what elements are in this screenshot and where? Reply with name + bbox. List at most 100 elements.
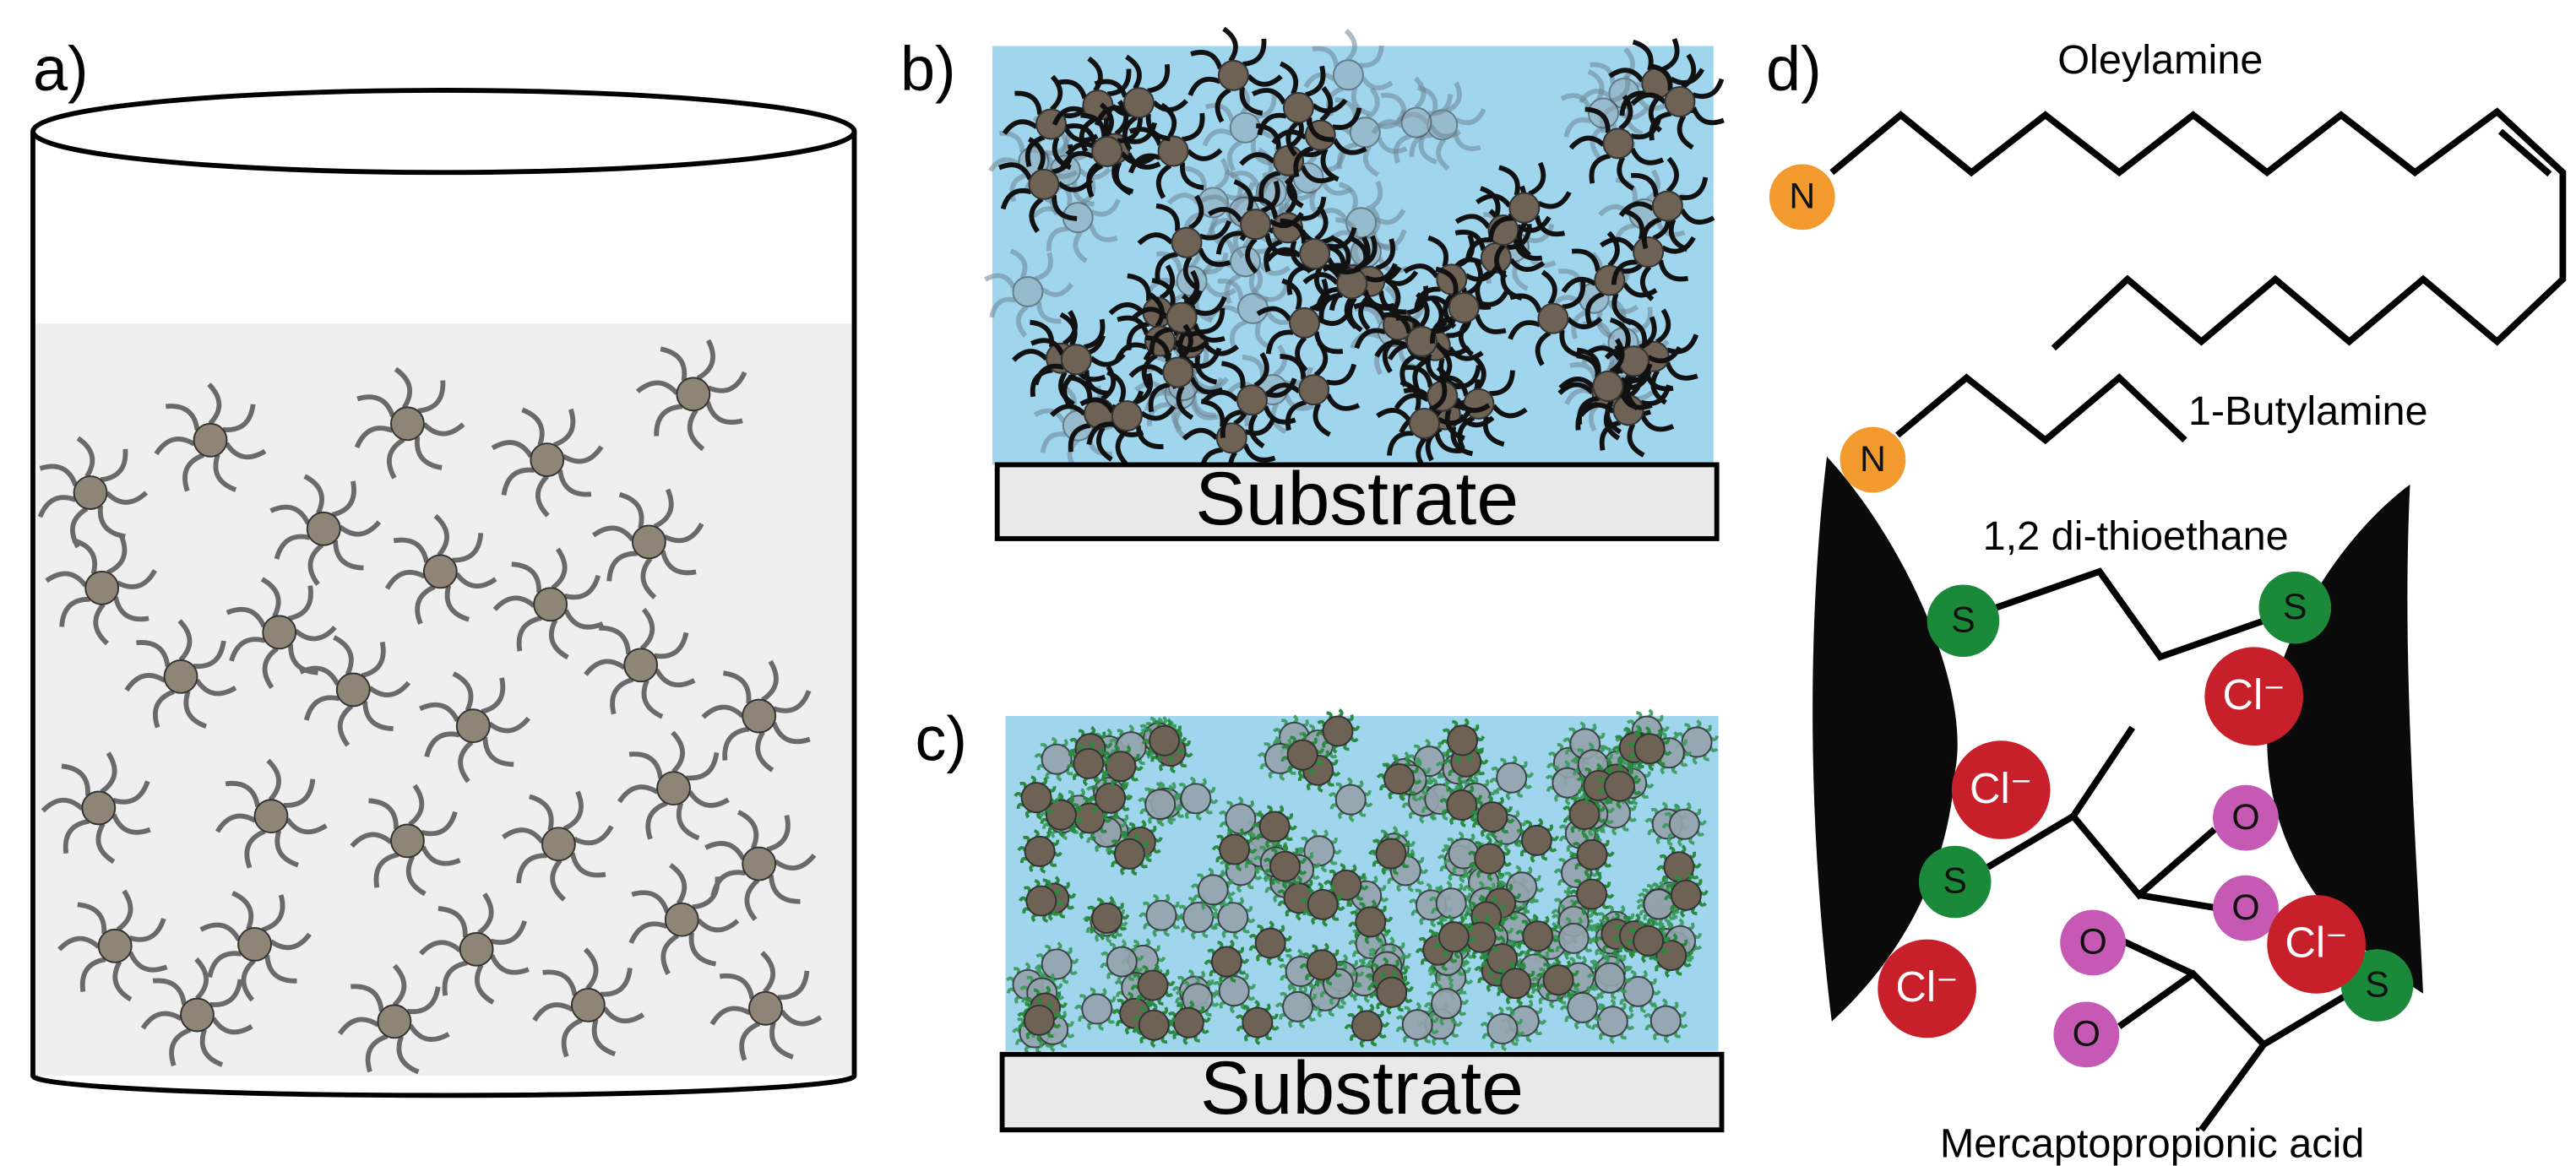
dithioethane-chain — [1996, 572, 2264, 657]
molecule-name: 1,2 di-thioethane — [1983, 513, 2289, 559]
particle-core — [1544, 965, 1573, 995]
particle-core — [1107, 947, 1137, 977]
particle-core — [1241, 209, 1270, 239]
particle-core — [1336, 785, 1366, 815]
molecule-name: Mercaptopropionic acid — [1940, 1121, 2365, 1166]
atom-label: Cl⁻ — [2285, 919, 2347, 967]
panel-label: a) — [33, 34, 89, 104]
particle-core — [1256, 929, 1285, 958]
particle-core — [391, 407, 424, 440]
liquid — [33, 323, 855, 1076]
molecule-name: 1-Butylamine — [2188, 388, 2428, 434]
particle-core — [1432, 989, 1461, 1018]
particle-core — [1022, 783, 1052, 812]
particle-core — [1171, 228, 1201, 258]
particle-core — [1139, 1011, 1169, 1040]
particle-core — [1025, 837, 1055, 866]
particle-core — [1270, 852, 1300, 881]
particle-core — [74, 476, 107, 509]
particle-core — [1300, 239, 1329, 268]
particle-core — [666, 903, 698, 936]
particle-core — [1042, 949, 1072, 979]
particle-core — [1124, 88, 1154, 117]
panel-label: c) — [915, 704, 967, 774]
particle-core — [1352, 1011, 1382, 1040]
particle-core — [1026, 887, 1056, 916]
particle-core — [1598, 1006, 1628, 1036]
particle-core — [337, 673, 370, 706]
particle-core — [1024, 1006, 1054, 1035]
particle-core — [1568, 993, 1597, 1022]
particle-core — [1603, 128, 1633, 158]
particle-core — [1671, 881, 1701, 910]
particle-core — [263, 616, 296, 648]
particle-core — [1212, 947, 1242, 977]
mpa-chain — [2073, 816, 2215, 895]
particle-core — [1046, 800, 1076, 830]
particle-core — [1073, 749, 1103, 778]
particle-core — [1595, 963, 1624, 993]
particle-core — [657, 772, 690, 805]
particle-core — [1307, 950, 1337, 979]
particle-core — [1578, 840, 1607, 870]
particle-core — [1198, 875, 1228, 904]
substrate-label: Substrate — [1195, 456, 1519, 540]
particle-core — [1402, 108, 1432, 138]
particle-core — [1062, 344, 1091, 374]
particle-core — [1231, 113, 1260, 143]
particle-core — [1115, 839, 1144, 869]
mpa-chain — [2139, 895, 2218, 908]
mpa-chain — [2119, 940, 2193, 974]
particle-core — [1509, 193, 1539, 223]
nanocrystal-surface — [1812, 457, 1958, 1022]
particle-core — [99, 930, 132, 963]
particle-core — [85, 572, 118, 605]
particle-core — [1449, 293, 1479, 323]
particle-core — [457, 709, 490, 742]
particle-core — [1633, 237, 1663, 267]
atom-label: O — [2079, 922, 2106, 963]
particle-core — [1522, 826, 1552, 855]
particle-core — [1644, 890, 1673, 919]
particle-core — [1501, 968, 1530, 998]
atom-label: O — [2073, 1014, 2100, 1055]
particle-core — [181, 999, 214, 1032]
particle-core — [572, 989, 605, 1022]
beaker-bottom — [33, 1076, 855, 1095]
particle-core — [1139, 971, 1168, 1001]
ligand — [1649, 710, 1652, 717]
particle-core — [1651, 1006, 1681, 1036]
particle-core — [255, 800, 288, 832]
particle-core — [1288, 740, 1318, 770]
atom-label: S — [2283, 587, 2307, 627]
molecule-name: Oleylamine — [2057, 37, 2263, 83]
atom-label: N — [1789, 176, 1815, 217]
particle-core — [1670, 810, 1699, 839]
panel-label: d) — [1766, 34, 1822, 104]
figure: a) Substrate b) Substrate c) d) Oleylami… — [0, 0, 2576, 1166]
particle-core — [1559, 924, 1589, 953]
particle-core — [1290, 308, 1319, 338]
particle-core — [1183, 903, 1213, 932]
particle-core — [742, 700, 775, 733]
particle-core — [1356, 907, 1385, 936]
particle-core — [424, 555, 457, 588]
particle-core — [1174, 1008, 1204, 1038]
particle-core — [1308, 890, 1338, 919]
particle-core — [1146, 901, 1176, 930]
ligand — [1339, 710, 1342, 717]
particle-core — [1013, 277, 1042, 306]
particle-core — [1665, 87, 1694, 117]
particle-core — [1523, 921, 1552, 951]
particle-core — [1181, 784, 1210, 813]
particle-core — [534, 588, 567, 621]
particle-core — [1439, 922, 1469, 952]
particle-core — [165, 660, 198, 693]
particle-core — [1376, 839, 1405, 869]
particle-core — [1220, 835, 1249, 865]
particle-core — [1299, 375, 1329, 404]
particle-core — [677, 377, 709, 410]
particle-core — [238, 928, 271, 961]
substrate-label: Substrate — [1200, 1045, 1524, 1130]
particle-core — [1237, 385, 1267, 415]
